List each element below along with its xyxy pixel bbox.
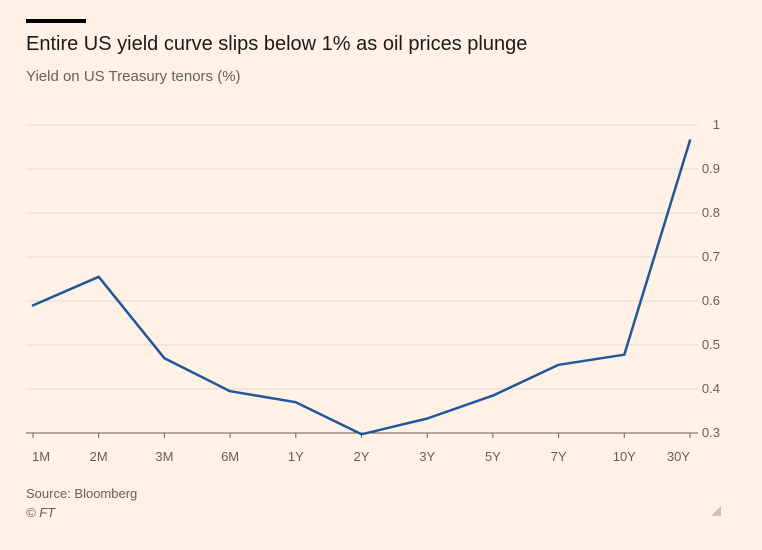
y-tick-label: 0.3 bbox=[702, 425, 720, 440]
x-tick-label: 2M bbox=[90, 449, 108, 464]
source-note: Source: Bloomberg bbox=[26, 486, 138, 501]
tick-labels: 1 0.9 0.8 0.7 0.6 0.5 0.4 0.3 1M 2M 3M 6M 1Y 2Y 3Y 5Y 7Y… bbox=[32, 117, 720, 464]
chart-title: Entire US yield curve slips below 1% as … bbox=[26, 33, 528, 55]
y-tick-label: 0.9 bbox=[702, 161, 720, 176]
gridlines bbox=[26, 124, 698, 390]
series-line bbox=[31, 139, 692, 436]
x-tick-label: 1Y bbox=[288, 449, 304, 464]
series-lines bbox=[31, 139, 692, 436]
ft-credit: © FT bbox=[26, 505, 56, 520]
ft-top-bar bbox=[26, 19, 86, 23]
x-tick-label: 6M bbox=[221, 449, 239, 464]
x-tick-label: 3Y bbox=[419, 449, 435, 464]
y-tick-label: 0.8 bbox=[702, 205, 720, 220]
x-tick-label: 5Y bbox=[485, 449, 501, 464]
y-tick-label: 0.7 bbox=[702, 249, 720, 264]
x-tick-label: 30Y bbox=[667, 449, 690, 464]
x-tick-label: 2Y bbox=[354, 449, 370, 464]
x-tick-label: 1M bbox=[32, 449, 50, 464]
x-tick-label: 7Y bbox=[551, 449, 567, 464]
x-tick-label: 3M bbox=[155, 449, 173, 464]
y-tick-label: 0.6 bbox=[702, 293, 720, 308]
y-tick-label: 0.5 bbox=[702, 337, 720, 352]
y-tick-label: 1 bbox=[713, 117, 720, 132]
y-tick-label: 0.4 bbox=[702, 381, 720, 396]
x-tick-label: 10Y bbox=[613, 449, 636, 464]
resize-corner-icon bbox=[711, 506, 721, 516]
chart-subtitle: Yield on US Treasury tenors (%) bbox=[26, 68, 241, 85]
